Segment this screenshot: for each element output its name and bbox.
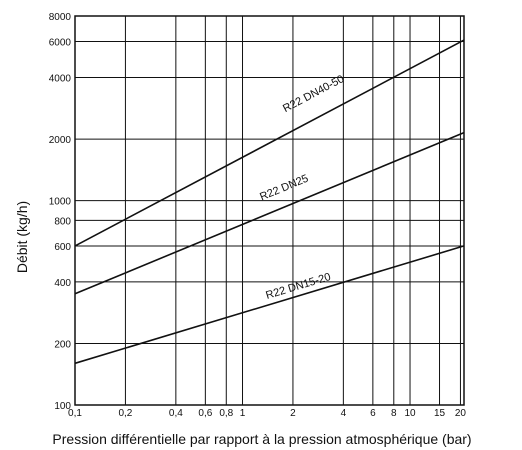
- x-tick-label: 15: [434, 408, 446, 419]
- x-tick-label: 0,4: [169, 408, 183, 419]
- x-tick-label: 4: [341, 408, 347, 419]
- series-line: [74, 39, 465, 247]
- grid: [74, 15, 464, 406]
- plot-frame: [74, 15, 465, 406]
- y-tick-label: 800: [54, 216, 71, 227]
- y-tick-label: 400: [54, 278, 71, 289]
- y-tick-label: 600: [54, 242, 71, 253]
- x-tick-label: 0,1: [68, 408, 82, 419]
- x-tick-label: 10: [404, 408, 416, 419]
- x-tick-label: 8: [391, 408, 397, 419]
- x-tick-label: 0,6: [198, 408, 212, 419]
- x-tick-label: 1: [240, 408, 246, 419]
- series-line: [74, 131, 465, 295]
- x-tick-label: 0,2: [118, 408, 132, 419]
- x-tick-label: 20: [455, 408, 467, 419]
- y-tick-label: 100: [54, 401, 71, 412]
- series-label: R22 DN15-20: [264, 271, 332, 302]
- y-tick-label: 4000: [49, 74, 72, 85]
- y-axis-label: Débit (kg/h): [14, 201, 30, 273]
- y-tick-label: 2000: [49, 135, 72, 146]
- y-tick-label: 6000: [49, 38, 72, 49]
- x-tick-label: 6: [370, 408, 376, 419]
- series-label: R22 DN40-50: [281, 73, 346, 115]
- y-tick-label: 1000: [49, 197, 72, 208]
- x-tick-labels: 0,1 0,2 0,4 0,6 0,8 1 2 4 6 8 10 15 20: [68, 408, 466, 419]
- x-tick-label: 0,8: [219, 408, 233, 419]
- y-tick-labels: 100 200 400 600 800 1000 2000 4000 6000 8000: [49, 12, 72, 412]
- x-axis-label: Pression différentielle par rapport à la…: [52, 431, 471, 447]
- y-tick-label: 8000: [49, 12, 72, 23]
- y-tick-label: 200: [54, 339, 71, 350]
- series-line: [74, 245, 465, 365]
- series-lines: [74, 39, 465, 365]
- x-tick-label: 2: [290, 408, 296, 419]
